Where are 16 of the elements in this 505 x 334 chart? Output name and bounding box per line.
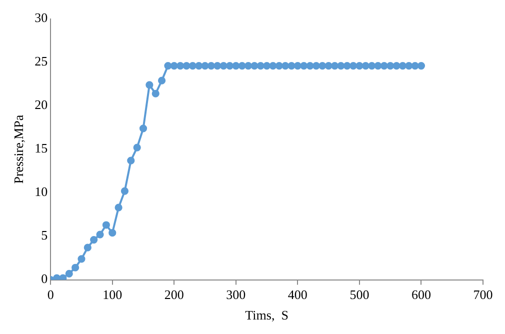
y-axis-title: Pressire,MPa: [11, 114, 26, 184]
x-tick-label: 400: [288, 287, 308, 302]
x-tick-label: 200: [164, 287, 184, 302]
y-tick-label: 25: [34, 54, 48, 69]
x-tick-label: 500: [350, 287, 370, 302]
x-axis-title: Tims, S: [245, 308, 288, 323]
y-tick-label: 0: [41, 271, 48, 286]
y-tick-label: 15: [34, 140, 48, 156]
y-tick-label: 5: [41, 228, 48, 243]
y-tick-label: 10: [34, 184, 48, 200]
x-tick-label: 700: [473, 287, 493, 302]
x-tick-label: 100: [102, 287, 122, 302]
x-tick-label: 600: [411, 287, 431, 302]
x-tick-label: 300: [226, 287, 246, 302]
y-tick-label: 20: [34, 97, 48, 112]
y-tick-label: 30: [34, 10, 48, 26]
